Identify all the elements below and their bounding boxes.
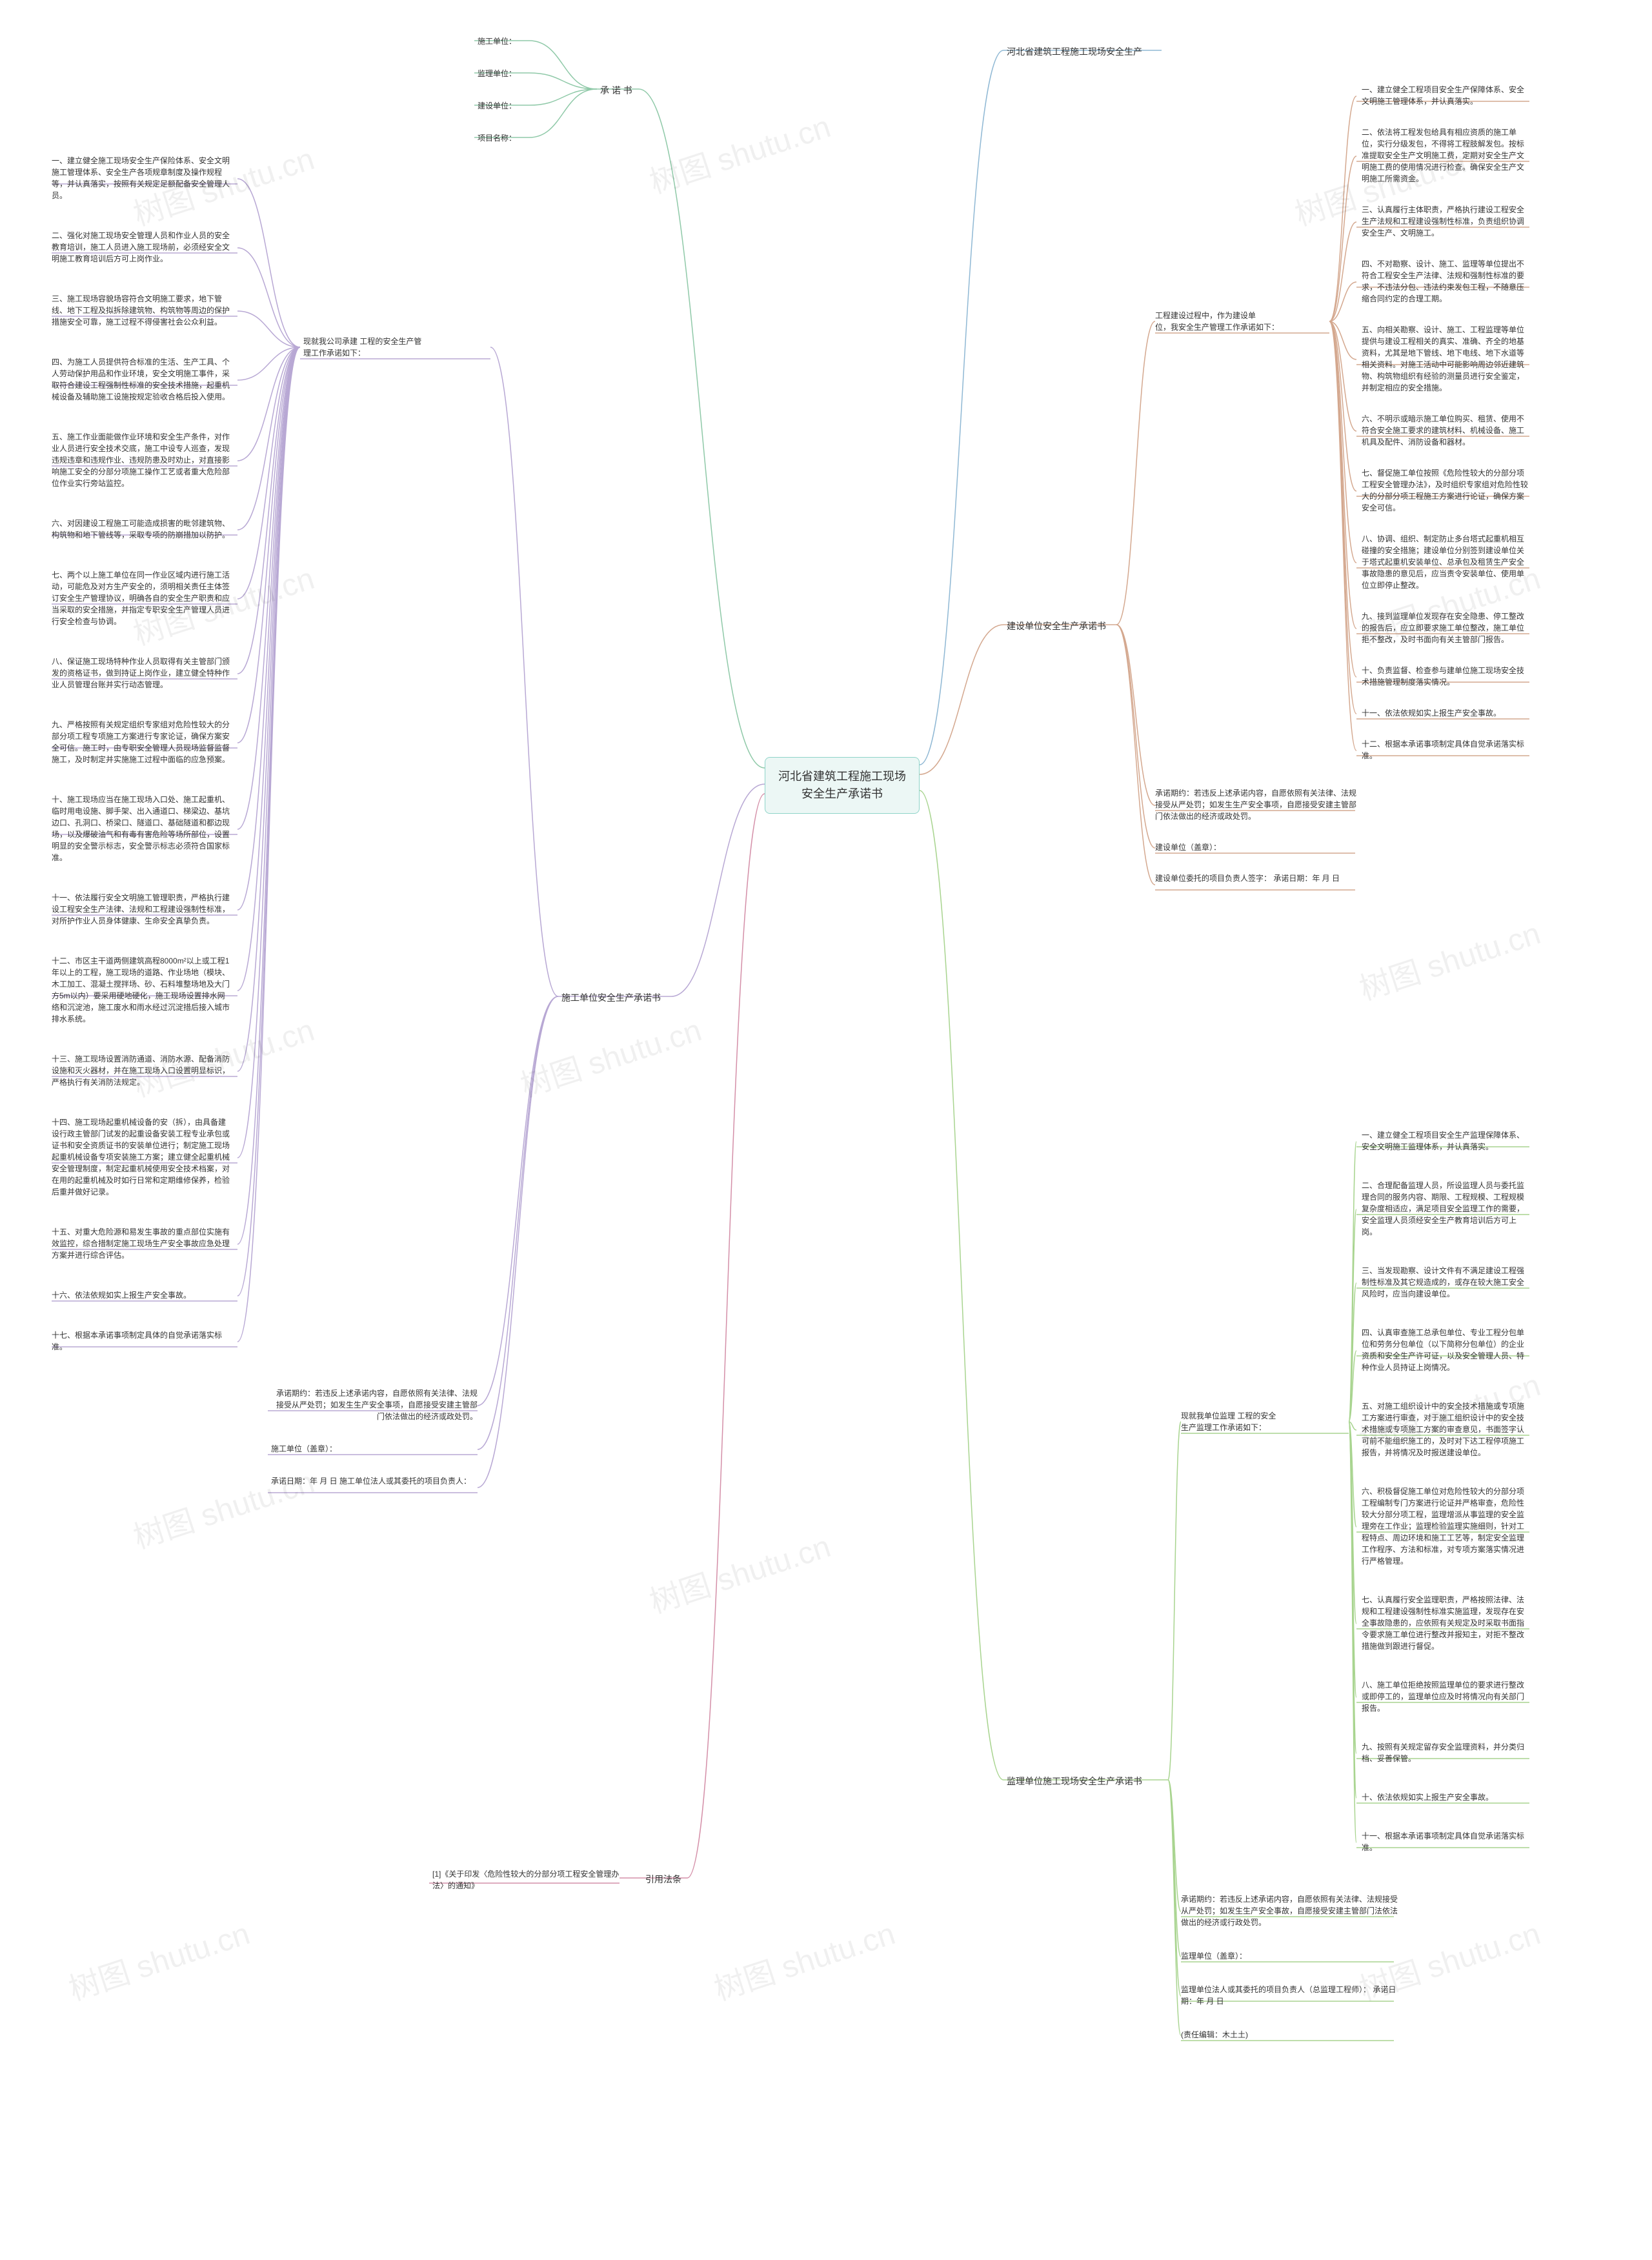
watermark: 树图 shutu.cn: [643, 1521, 835, 1622]
leaf-b4-1: 二、强化对施工现场安全管理人员和作业人员的安全教育培训，施工人员进入施工现场前，…: [52, 230, 232, 265]
leaf-b4-5: 六、对因建设工程施工可能造成损害的毗邻建筑物、构筑物和地下管线等，采取专项的防崩…: [52, 518, 232, 541]
watermark: 树图 shutu.cn: [1353, 908, 1545, 1009]
branch-builder-unit: 施工单位安全生产承诺书: [561, 991, 661, 1005]
leaf-b4-11: 十二、市区主干道两侧建筑高程8000m²以上或工程1年以上的工程，施工现场的道路…: [52, 955, 232, 1025]
leaf-b3-10: 十一、依法依规如实上报生产安全事故。: [1362, 707, 1501, 719]
b4-headB: 理工作承诺如下：: [303, 347, 365, 359]
leaf-b4-14: 十五、对重大危险源和易发生事故的重点部位实施有效监控，综合措制定施工现场生产安全…: [52, 1226, 232, 1261]
leaf-b6-tail-3: (责任编辑：木土土): [1181, 2029, 1248, 2041]
leaf-b4-7: 八、保证施工现场特种作业人员取得有关主管部门颁发的资格证书，做到持证上岗作业，建…: [52, 656, 232, 691]
leaf-b3-4: 五、向相关勘察、设计、施工、工程监理等单位提供与建设工程相关的真实、准确、齐全的…: [1362, 324, 1529, 394]
leaf-b5-0: [1]《关于印发〈危险性较大的分部分项工程安全管理办法〉的通知》: [432, 1868, 620, 1892]
watermark: 树图 shutu.cn: [62, 1908, 254, 2009]
branch-citation: 引用法条: [645, 1873, 681, 1886]
branch-pledge: 承 诺 书: [600, 84, 632, 97]
leaf-b4-6: 七、两个以上施工单位在同一作业区域内进行施工活动，可能危及对方生产安全的，须明相…: [52, 569, 232, 627]
leaf-b3-0: 一、建立健全工程项目安全生产保障体系、安全文明施工管理体系，并认真落实。: [1362, 84, 1529, 107]
leaf-b3-tail-1: 建设单位（盖章）：: [1155, 842, 1221, 853]
leaf-b3-tail-2: 建设单位委托的项目负责人签字： 承诺日期：年 月 日: [1155, 873, 1340, 884]
leaf-b3-9: 十、负责监督、检查参与建单位施工现场安全技术措施管理制度落实情况。: [1362, 665, 1529, 688]
leaf-b6-3: 四、认真审查施工总承包单位、专业工程分包单位和劳务分包单位（以下简称分包单位）的…: [1362, 1327, 1529, 1373]
leaf-b4-9: 十、施工现场应当在施工现场入口处、施工起重机、临时用电设施、脚手架、出入通道口、…: [52, 794, 232, 863]
leaf-b4-2: 三、施工现场容貌场容符合文明施工要求，地下管线、地下工程及拟拆除建筑物、构筑物等…: [52, 293, 232, 328]
b4-headA: 现就我公司承建 工程的安全生产管: [303, 336, 421, 347]
leaf-b4-tail-2: 承诺日期：年 月 日 施工单位法人或其委托的项目负责人：: [271, 1475, 471, 1487]
leaf-b6-4: 五、对施工组织设计中的安全技术措施或专项施工方案进行审查，对于施工组织设计中的安…: [1362, 1400, 1529, 1458]
watermark: 树图 shutu.cn: [514, 1005, 706, 1105]
leaf-b3-6: 七、督促施工单位按照《危险性较大的分部分项工程安全管理办法》，及时组织专家组对危…: [1362, 467, 1529, 514]
leaf-b3-tail-0: 承诺期约：若违反上述承诺内容，自愿依照有关法律、法规接受从严处罚；如发生生产安全…: [1155, 787, 1362, 822]
leaf-b6-0: 一、建立健全工程项目安全生产监理保障体系、安全文明施工监理体系，并认真落实。: [1362, 1129, 1529, 1153]
leaf-b6-tail-2: 监理单位法人或其委托的项目负责人（总监理工程师）： 承诺日期：年 月 日: [1181, 1984, 1400, 2007]
leaf-b4-12: 十三、施工现场设置消防通道、消防水源、配备消防设施和灭火器材，并在施工现场入口设…: [52, 1053, 232, 1088]
leaf-b6-9: 十、依法依规如实上报生产安全事故。: [1362, 1791, 1493, 1803]
leaf-b6-8: 九、按照有关规定留存安全监理资料，并分类归档、妥善保管。: [1362, 1741, 1529, 1764]
leaf-b3-7: 八、协调、组织、制定防止多台塔式起重机相互碰撞的安全措施；建设单位分别签到建设单…: [1362, 533, 1529, 591]
leaf-b6-10: 十一、根据本承诺事项制定具体自觉承诺落实标准。: [1362, 1830, 1529, 1853]
leaf-b6-6: 七、认真履行安全监理职责，严格按照法律、法规和工程建设强制性标准实施监理，发现存…: [1362, 1594, 1529, 1652]
leaf-b6-tail-0: 承诺期约：若违反上述承诺内容，自愿依照有关法律、法规接受从严处罚；如发生生产安全…: [1181, 1893, 1400, 1928]
leaf-b1-2: 建设单位：: [478, 100, 516, 112]
leaf-b3-8: 九、接到监理单位发现存在安全隐患、停工整改的报告后，应立即要求施工单位整改，施工…: [1362, 610, 1529, 645]
leaf-b6-5: 六、积极督促施工单位对危险性较大的分部分项工程编制专门方案进行论证并严格审查，危…: [1362, 1486, 1529, 1567]
leaf-b4-16: 十七、根据本承诺事项制定具体的自觉承诺落实标准。: [52, 1329, 232, 1353]
b6-headB: 生产监理工作承诺如下：: [1181, 1422, 1266, 1433]
watermark: 树图 shutu.cn: [643, 101, 835, 202]
leaf-b4-0: 一、建立健全施工现场安全生产保险体系、安全文明施工管理体系、安全生产各项规章制度…: [52, 155, 232, 201]
leaf-b1-1: 监理单位：: [478, 68, 516, 79]
leaf-b6-1: 二、合理配备监理人员，所设监理人员与委托监理合同的服务内容、期限、工程规模、工程…: [1362, 1180, 1529, 1238]
leaf-b4-8: 九、严格按照有关规定组织专家组对危险性较大的分部分项工程专项施工方案进行专家论证…: [52, 719, 232, 765]
center-node: 河北省建筑工程施工现场 安全生产承诺书: [765, 757, 920, 814]
leaf-b1-3: 项目名称：: [478, 132, 516, 144]
leaf-b4-13: 十四、施工现场起重机械设备的安（拆），由具备建设行政主管部门试发的起重设备安装工…: [52, 1116, 232, 1198]
b3-headA: 工程建设过程中，作为建设单: [1155, 310, 1256, 321]
leaf-b1-0: 施工单位：: [478, 35, 516, 47]
leaf-b3-1: 二、依法将工程发包给具有相应资质的施工单位，实行分级发包，不得将工程肢解发包。按…: [1362, 126, 1529, 185]
leaf-b4-10: 十一、依法履行安全文明施工管理职责，严格执行建设工程安全生产法律、法规和工程建设…: [52, 892, 232, 927]
watermark: 树图 shutu.cn: [126, 1457, 319, 1557]
leaf-b3-2: 三、认真履行主体职责，严格执行建设工程安全生产法规和工程建设强制性标准，负责组织…: [1362, 204, 1529, 239]
leaf-b4-15: 十六、依法依规如实上报生产安全事故。: [52, 1289, 191, 1301]
leaf-b3-3: 四、不对勘察、设计、施工、监理等单位提出不符合工程安全生产法律、法规和强制性标准…: [1362, 258, 1529, 305]
center-title-1: 河北省建筑工程施工现场: [778, 768, 906, 785]
leaf-b4-tail-0: 承诺期约：若违反上述承诺内容，自愿依照有关法律、法规接受从严处罚；如发生生产安全…: [271, 1387, 478, 1422]
leaf-b6-7: 八、施工单位拒绝按照监理单位的要求进行整改或即停工的，监理单位应及时将情况向有关…: [1362, 1679, 1529, 1714]
leaf-b3-11: 十二、根据本承诺事项制定具体自觉承诺落实标准。: [1362, 738, 1529, 762]
leaf-b6-tail-1: 监理单位（盖章）：: [1181, 1950, 1247, 1962]
leaf-b4-4: 五、施工作业面能做作业环境和安全生产条件，对作业人员进行安全技术交底，施工中设专…: [52, 431, 232, 489]
b6-headA: 现就我单位监理 工程的安全: [1181, 1410, 1276, 1422]
branch-construction-unit: 建设单位安全生产承诺书: [1007, 620, 1106, 633]
watermark: 树图 shutu.cn: [707, 1908, 900, 2009]
leaf-b6-2: 三、当发现勘察、设计文件有不满足建设工程强制性标准及其它规造成的，或存在较大施工…: [1362, 1265, 1529, 1300]
leaf-b4-tail-1: 施工单位（盖章）：: [271, 1443, 337, 1455]
branch-supervision-unit: 监理单位施工现场安全生产承诺书: [1007, 1775, 1142, 1788]
b3-headB: 位，我安全生产管理工作承诺如下：: [1155, 321, 1279, 333]
branch-hebei: 河北省建筑工程施工现场安全生产: [1007, 45, 1142, 59]
center-title-2: 安全生产承诺书: [778, 785, 906, 803]
leaf-b4-3: 四、为施工人员提供符合标准的生活、生产工具、个人劳动保护用品和作业环境，安全文明…: [52, 356, 232, 403]
leaf-b3-5: 六、不明示或暗示施工单位购买、租赁、使用不符合安全施工要求的建筑材料、机械设备、…: [1362, 413, 1529, 448]
